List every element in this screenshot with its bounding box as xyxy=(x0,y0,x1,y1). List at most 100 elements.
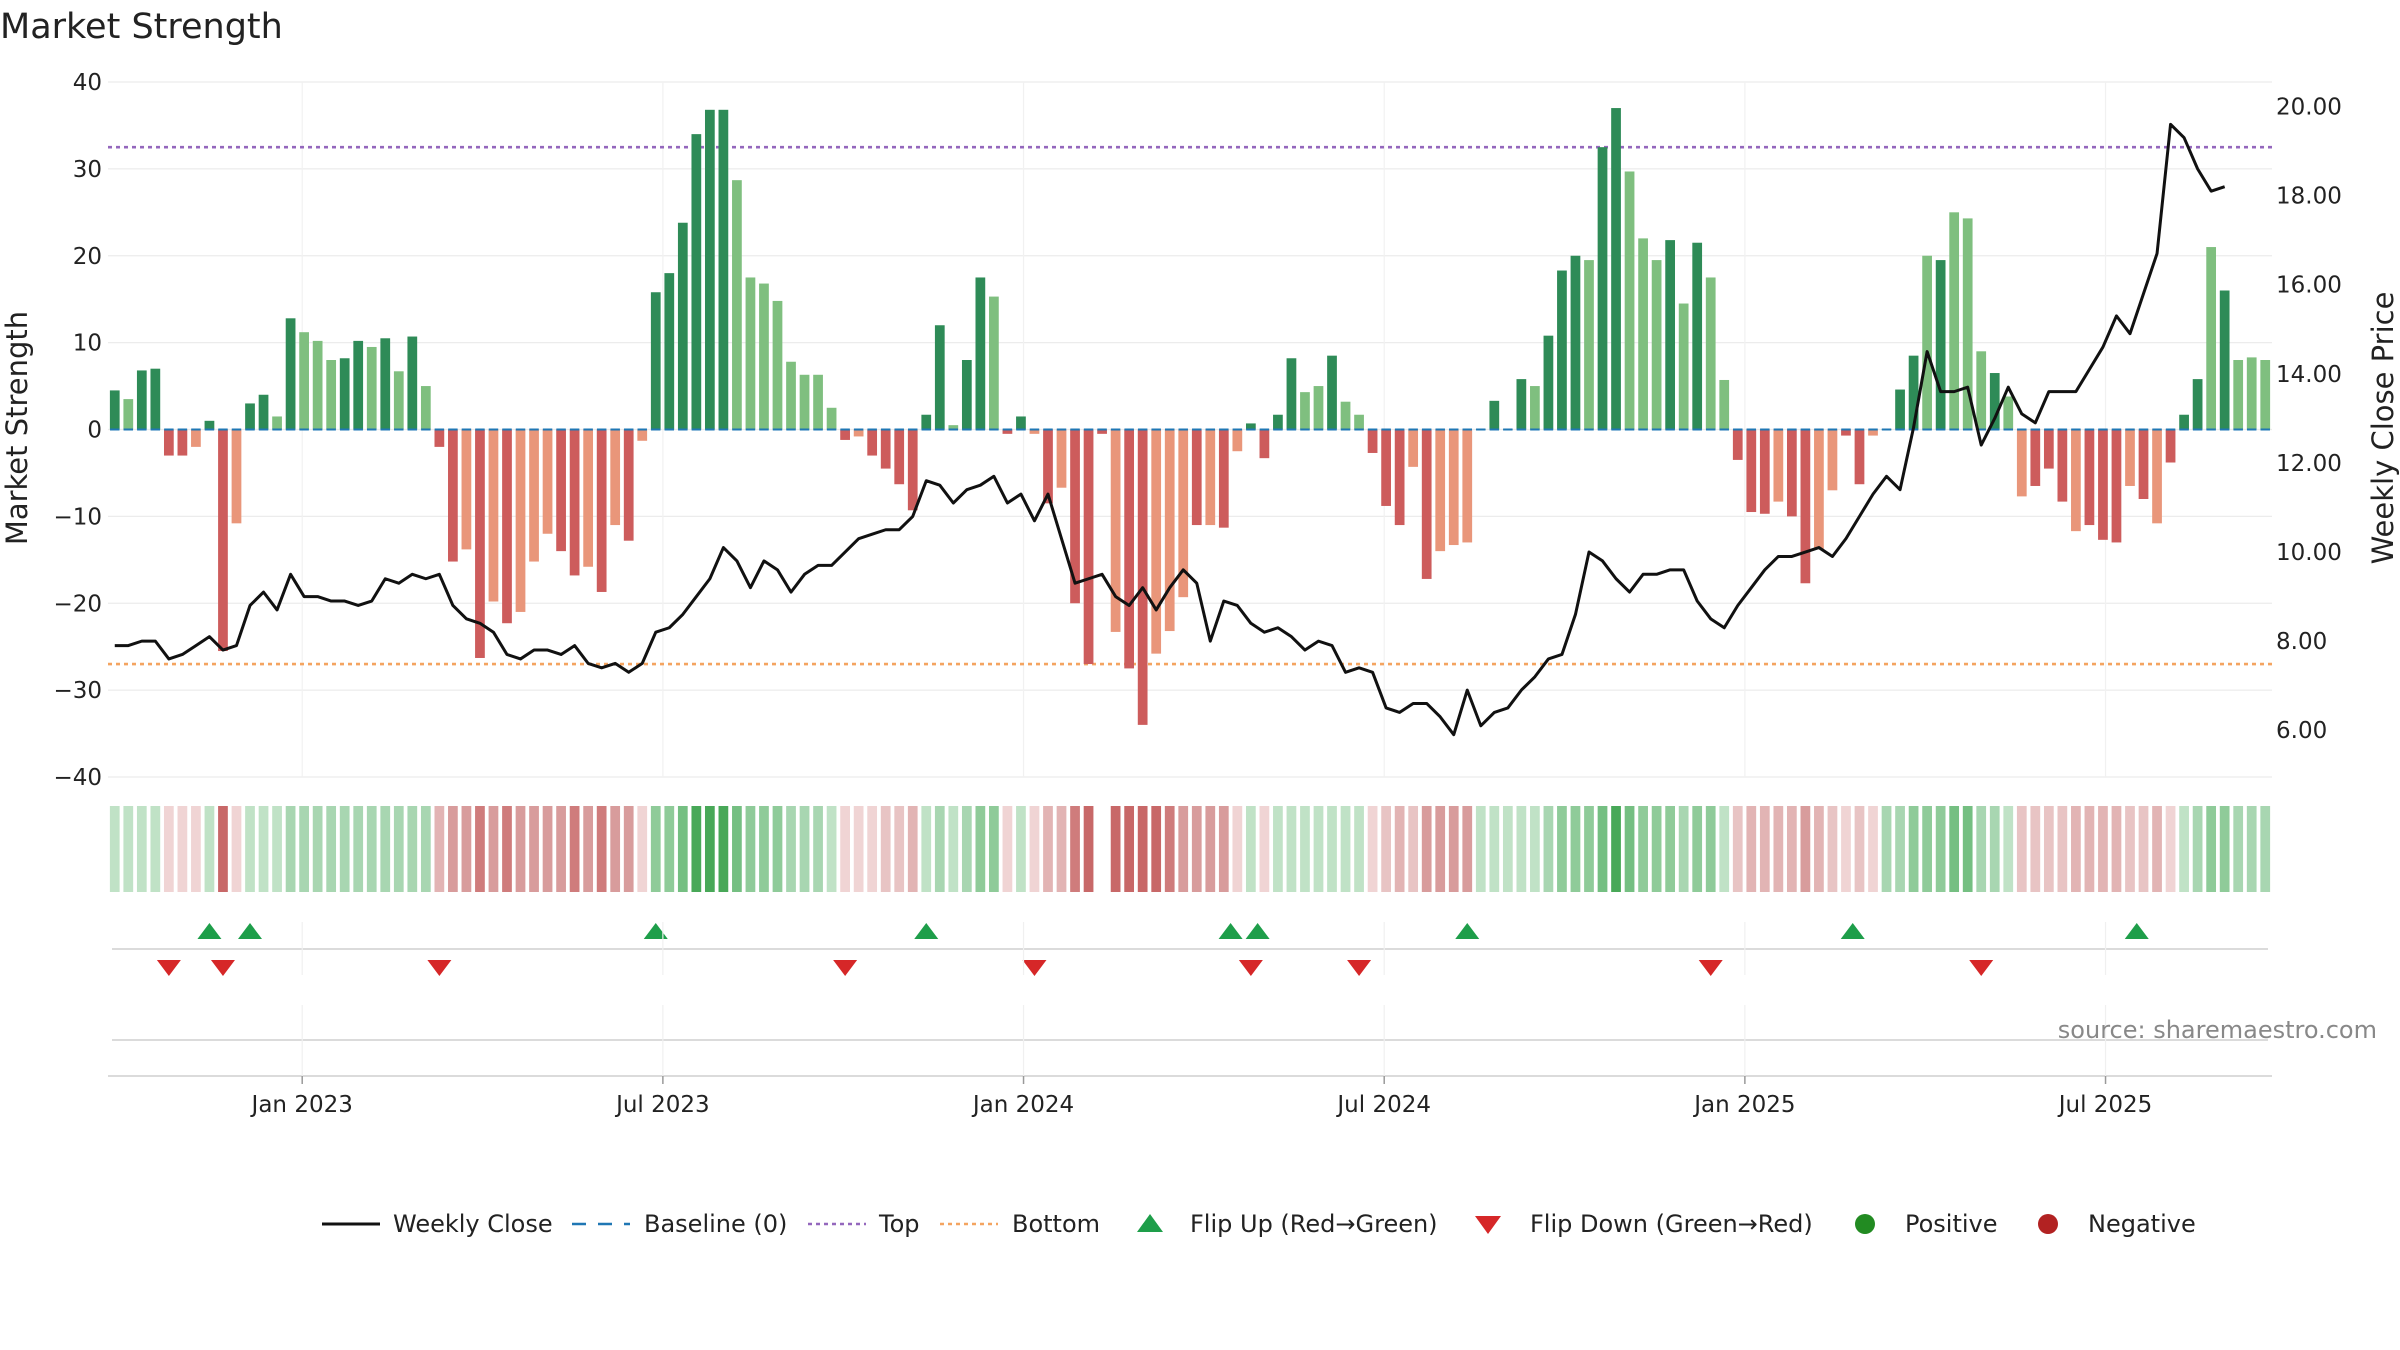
strip-cell-11 xyxy=(258,806,269,892)
strip-cell-118 xyxy=(1705,806,1716,892)
right-tick-1: 18.00 xyxy=(2276,184,2342,210)
left-tick-5: −10 xyxy=(53,504,102,530)
strength-bar-4 xyxy=(163,429,174,456)
strip-cell-153 xyxy=(2179,806,2189,892)
flip-up-marker-3 xyxy=(914,923,939,939)
lower-panel-axes xyxy=(108,922,2272,1077)
strip-cell-14 xyxy=(299,806,309,892)
strip-cell-113 xyxy=(1638,806,1648,892)
strip-cell-13 xyxy=(285,806,296,892)
strength-bar-113 xyxy=(1638,238,1648,430)
strip-cell-39 xyxy=(637,806,648,892)
strength-bar-75 xyxy=(1124,429,1135,669)
strip-cell-47 xyxy=(745,806,756,892)
strip-cell-158 xyxy=(2246,806,2257,892)
strength-bar-69 xyxy=(1043,429,1053,504)
x-tick-label-3: Jul 2024 xyxy=(1335,1092,1431,1118)
legend-label-4: Flip Up (Red→Green) xyxy=(1190,1210,1438,1238)
strength-bar-10 xyxy=(245,403,255,430)
strip-cell-20 xyxy=(380,806,391,892)
left-tick-1: 30 xyxy=(73,157,102,183)
strength-bar-152 xyxy=(2165,429,2176,463)
strength-bar-156 xyxy=(2219,290,2230,430)
strip-cell-86 xyxy=(1273,806,1283,892)
strip-cell-59 xyxy=(907,806,918,892)
strip-cell-134 xyxy=(1922,806,1932,892)
strip-cell-15 xyxy=(312,806,323,892)
strip-cell-154 xyxy=(2192,806,2203,892)
strip-cell-62 xyxy=(948,806,959,892)
strip-cell-115 xyxy=(1665,806,1676,892)
legend-label-0: Weekly Close xyxy=(393,1210,553,1238)
strength-bar-154 xyxy=(2192,379,2203,430)
strip-cell-147 xyxy=(2098,806,2108,892)
strength-bar-2 xyxy=(136,370,147,430)
strip-cell-88 xyxy=(1300,806,1310,892)
strength-bar-133 xyxy=(1908,355,1919,430)
strength-bar-82 xyxy=(1218,429,1229,528)
flip-down-marker-2 xyxy=(427,960,452,976)
strip-cell-106 xyxy=(1543,806,1554,892)
strength-bar-63 xyxy=(961,360,972,430)
strength-bar-147 xyxy=(2098,429,2108,540)
strip-cell-122 xyxy=(1759,806,1770,892)
strip-cell-53 xyxy=(826,806,837,892)
strip-cell-69 xyxy=(1043,806,1053,892)
strength-bar-52 xyxy=(813,374,823,430)
strip-cell-75 xyxy=(1124,806,1135,892)
strength-bar-132 xyxy=(1895,389,1905,430)
source-credit: source: sharemaestro.com xyxy=(2058,1016,2377,1044)
strip-cell-114 xyxy=(1651,806,1662,892)
strength-bar-149 xyxy=(2125,429,2135,486)
strength-bar-40 xyxy=(650,292,661,430)
strength-bar-123 xyxy=(1773,429,1784,502)
strength-bar-16 xyxy=(326,360,337,430)
flip-up-marker-8 xyxy=(2124,923,2149,939)
strength-bar-146 xyxy=(2084,429,2095,526)
legend-flip-up-icon xyxy=(1137,1214,1163,1232)
strength-bar-134 xyxy=(1922,255,1932,430)
strength-bar-81 xyxy=(1205,429,1216,526)
strength-bar-19 xyxy=(366,346,377,430)
strength-bar-117 xyxy=(1692,242,1703,430)
x-tick-label-2: Jan 2024 xyxy=(971,1092,1074,1118)
strength-bar-3 xyxy=(150,368,161,430)
strip-cell-108 xyxy=(1570,806,1581,892)
strip-cell-76 xyxy=(1137,806,1148,892)
strength-bar-25 xyxy=(448,429,458,562)
strength-bar-6 xyxy=(191,429,201,447)
left-tick-8: −40 xyxy=(53,765,102,791)
strip-cell-119 xyxy=(1719,806,1730,892)
strength-bar-45 xyxy=(718,109,729,430)
strength-bar-105 xyxy=(1530,386,1540,430)
flip-up-marker-2 xyxy=(643,923,668,939)
strip-cell-148 xyxy=(2111,806,2122,892)
legend-item-6: Positive xyxy=(1855,1210,1998,1238)
strength-bar-34 xyxy=(569,429,580,576)
strength-bar-56 xyxy=(867,429,878,456)
strip-cell-87 xyxy=(1286,806,1297,892)
strength-bar-90 xyxy=(1327,355,1337,430)
strength-bar-150 xyxy=(2138,429,2149,499)
strength-bar-38 xyxy=(623,429,634,541)
strength-bar-46 xyxy=(732,180,742,430)
strength-bar-102 xyxy=(1489,400,1500,430)
strip-cell-0 xyxy=(109,806,120,892)
strip-cell-21 xyxy=(393,806,404,892)
weekly-close-line xyxy=(114,122,2226,737)
strip-cell-74 xyxy=(1110,806,1121,892)
legend-label-3: Bottom xyxy=(1012,1210,1100,1238)
strength-bar-76 xyxy=(1137,429,1148,725)
strip-cell-43 xyxy=(691,806,702,892)
strip-cell-81 xyxy=(1205,806,1216,892)
strip-cell-38 xyxy=(623,806,634,892)
strip-cell-49 xyxy=(772,806,783,892)
strip-cell-145 xyxy=(2071,806,2081,892)
strip-cell-24 xyxy=(434,806,445,892)
strength-bar-138 xyxy=(1976,351,1987,430)
strip-cell-72 xyxy=(1083,806,1094,892)
strip-cell-26 xyxy=(461,806,472,892)
strip-cell-6 xyxy=(191,806,201,892)
strength-bar-21 xyxy=(393,371,404,430)
flip-down-marker-7 xyxy=(1698,960,1723,976)
